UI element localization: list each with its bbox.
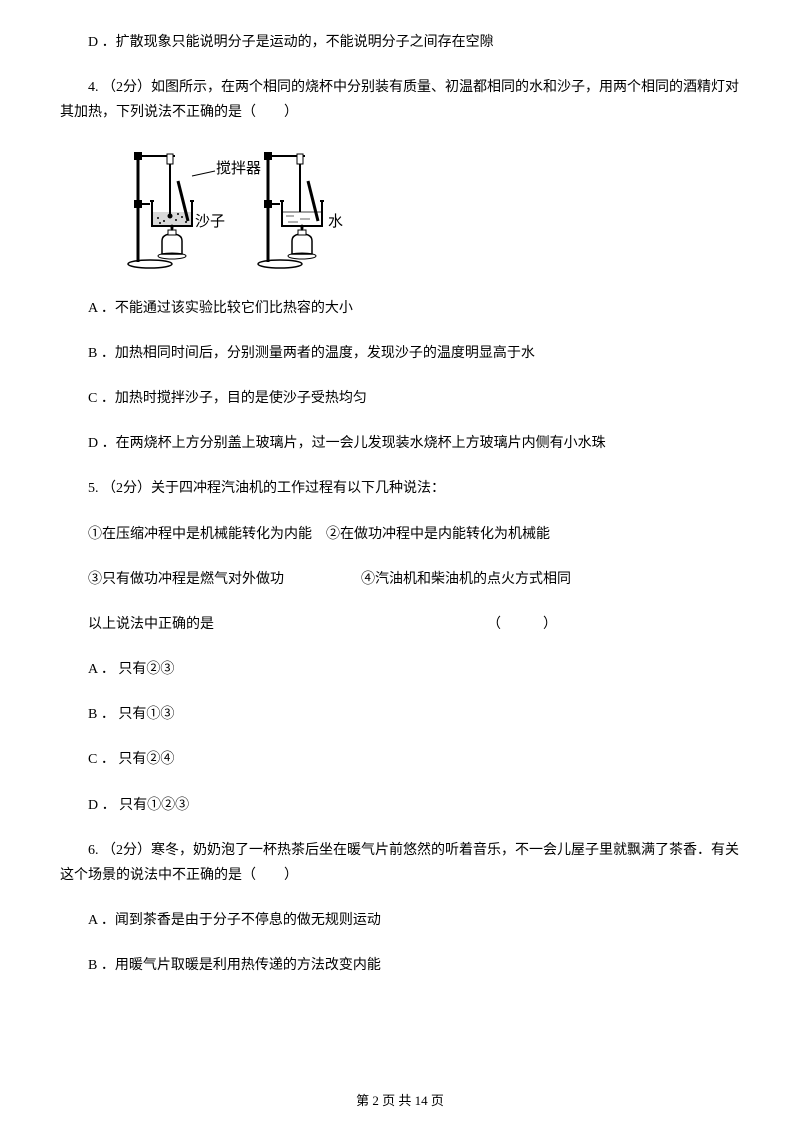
q5-stem: 5. （2分）关于四冲程汽油机的工作过程有以下几种说法： (60, 476, 740, 501)
label-water: 水 (328, 213, 343, 230)
apparatus-sand (128, 152, 215, 268)
q5-line3: 以上说法中正确的是 （ ） (60, 612, 740, 637)
page-footer: 第 2 页 共 14 页 (0, 1089, 800, 1112)
q5-option-b: B ． 只有①③ (60, 702, 740, 727)
q4-option-a: A ．不能通过该实验比较它们比热容的大小 (60, 296, 740, 321)
q6-stem: 6. （2分）寒冬，奶奶泡了一杯热茶后坐在暖气片前悠然的听着音乐，不一会儿屋子里… (60, 838, 740, 888)
q6-option-a: A ．闻到茶香是由于分子不停息的做无规则运动 (60, 908, 740, 933)
apparatus-water (258, 152, 324, 268)
q5-line1: ①在压缩冲程中是机械能转化为内能 ②在做功冲程中是内能转化为机械能 (60, 522, 740, 547)
q4-stem: 4. （2分）如图所示，在两个相同的烧杯中分别装有质量、初温都相同的水和沙子，用… (60, 75, 740, 125)
q5-option-c: C ． 只有②④ (60, 747, 740, 772)
q5-option-a: A ． 只有②③ (60, 657, 740, 682)
q4-option-c: C ．加热时搅拌沙子，目的是使沙子受热均匀 (60, 386, 740, 411)
q6-option-b: B ．用暖气片取暖是利用热传递的方法改变内能 (60, 953, 740, 978)
q5-line2a: ③只有做功冲程是燃气对外做功 (88, 572, 284, 587)
q4-figure: 搅拌器 沙子 (120, 146, 380, 276)
q3-option-d: D ．扩散现象只能说明分子是运动的，不能说明分子之间存在空隙 (60, 30, 740, 55)
q5-line2: ③只有做功冲程是燃气对外做功 ④汽油机和柴油机的点火方式相同 (60, 567, 740, 592)
q4-option-d: D ．在两烧杯上方分别盖上玻璃片，过一会儿发现装水烧杯上方玻璃片内侧有小水珠 (60, 431, 740, 456)
label-stirrer: 搅拌器 (216, 160, 261, 177)
q5-option-d: D ． 只有①②③ (60, 793, 740, 818)
q5-line2b: ④汽油机和柴油机的点火方式相同 (361, 572, 571, 587)
label-sand: 沙子 (195, 213, 225, 230)
q4-option-b: B ．加热相同时间后，分别测量两者的温度，发现沙子的温度明显高于水 (60, 341, 740, 366)
